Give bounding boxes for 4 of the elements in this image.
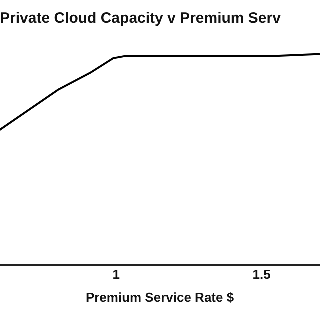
x-axis-title: Premium Service Rate $ bbox=[86, 290, 235, 305]
x-tick-label: 1.5 bbox=[252, 267, 271, 282]
x-tick-label: 1 bbox=[112, 267, 120, 282]
chart-title: Private Cloud Capacity v Premium Serv bbox=[0, 10, 282, 28]
